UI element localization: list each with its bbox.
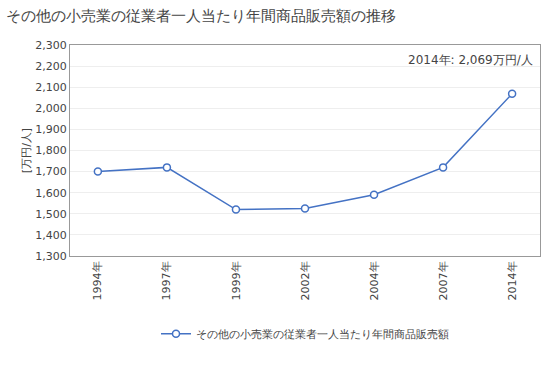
svg-text:1994年: 1994年 bbox=[91, 261, 104, 300]
svg-text:1999年: 1999年 bbox=[230, 261, 243, 300]
svg-text:1,600: 1,600 bbox=[35, 187, 67, 200]
svg-text:2007年: 2007年 bbox=[437, 261, 450, 300]
svg-text:2,000: 2,000 bbox=[35, 102, 67, 115]
svg-text:1,700: 1,700 bbox=[35, 165, 67, 178]
svg-text:その他の小売業の従業者一人当たり年間商品販売額の推移: その他の小売業の従業者一人当たり年間商品販売額の推移 bbox=[6, 7, 396, 25]
svg-text:2,300: 2,300 bbox=[35, 39, 67, 52]
svg-text:1997年: 1997年 bbox=[160, 261, 173, 300]
svg-text:1,500: 1,500 bbox=[35, 208, 67, 221]
svg-text:その他の小売業の従業者一人当たり年間商品販売額: その他の小売業の従業者一人当たり年間商品販売額 bbox=[196, 328, 449, 341]
svg-text:2004年: 2004年 bbox=[368, 261, 381, 300]
svg-text:2002年: 2002年 bbox=[299, 261, 312, 300]
svg-text:1,800: 1,800 bbox=[35, 144, 67, 157]
svg-text:2014年: 2,069万円/人: 2014年: 2,069万円/人 bbox=[408, 53, 533, 67]
svg-text:2,100: 2,100 bbox=[35, 81, 67, 94]
svg-text:1,300: 1,300 bbox=[35, 250, 67, 263]
svg-text:[万円/人]: [万円/人] bbox=[20, 128, 33, 173]
svg-text:1,400: 1,400 bbox=[35, 229, 67, 242]
svg-text:1,900: 1,900 bbox=[35, 123, 67, 136]
svg-text:2014年: 2014年 bbox=[506, 261, 519, 300]
svg-text:2,200: 2,200 bbox=[35, 60, 67, 73]
